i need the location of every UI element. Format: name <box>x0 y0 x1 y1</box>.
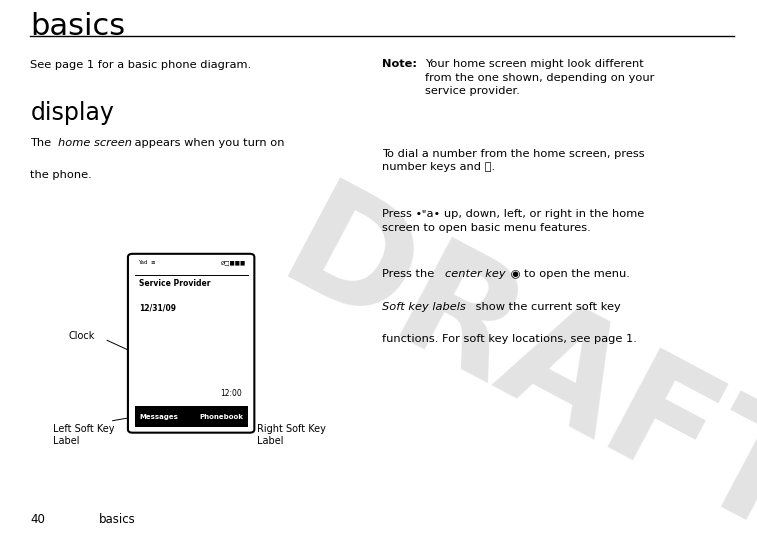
Text: the phone.: the phone. <box>30 170 92 179</box>
Text: Soft key labels: Soft key labels <box>382 302 466 312</box>
Text: basics: basics <box>30 12 126 41</box>
Text: See page 1 for a basic phone diagram.: See page 1 for a basic phone diagram. <box>30 60 251 70</box>
Text: appears when you turn on: appears when you turn on <box>131 138 285 148</box>
Text: Right Soft Key
Label: Right Soft Key Label <box>257 424 326 446</box>
Text: 12/31/09: 12/31/09 <box>139 303 176 312</box>
Text: Yad  ≡: Yad ≡ <box>138 260 155 265</box>
FancyBboxPatch shape <box>128 254 254 433</box>
Text: Note:: Note: <box>382 59 417 69</box>
Text: Left Soft Key
Label: Left Soft Key Label <box>53 424 114 446</box>
Text: Your home screen might look different
from the one shown, depending on your
serv: Your home screen might look different fr… <box>425 59 654 96</box>
Text: ◉ to open the menu.: ◉ to open the menu. <box>507 269 630 279</box>
Text: To dial a number from the home screen, press
number keys and ⓩ.: To dial a number from the home screen, p… <box>382 149 645 172</box>
Text: Press the: Press the <box>382 269 438 279</box>
Text: basics: basics <box>98 513 136 526</box>
Text: 40: 40 <box>30 513 45 526</box>
Text: Phonebook: Phonebook <box>199 414 243 420</box>
Text: center key: center key <box>445 269 506 279</box>
Text: DRAFT: DRAFT <box>258 172 757 547</box>
Text: 12:00: 12:00 <box>220 389 242 398</box>
Text: Messages: Messages <box>139 414 178 420</box>
Bar <box>135 406 248 427</box>
Text: show the current soft key: show the current soft key <box>472 302 620 312</box>
Text: Ø□■■■: Ø□■■■ <box>221 260 246 265</box>
Text: functions. For soft key locations, see page 1.: functions. For soft key locations, see p… <box>382 334 637 344</box>
Text: Service Provider: Service Provider <box>139 279 210 288</box>
Text: Press •ᵄa• up, down, left, or right in the home
screen to open basic menu featur: Press •ᵄa• up, down, left, or right in t… <box>382 209 644 232</box>
Text: home screen: home screen <box>58 138 132 148</box>
Text: Clock: Clock <box>68 331 95 341</box>
Text: The: The <box>30 138 55 148</box>
Text: display: display <box>30 101 114 125</box>
